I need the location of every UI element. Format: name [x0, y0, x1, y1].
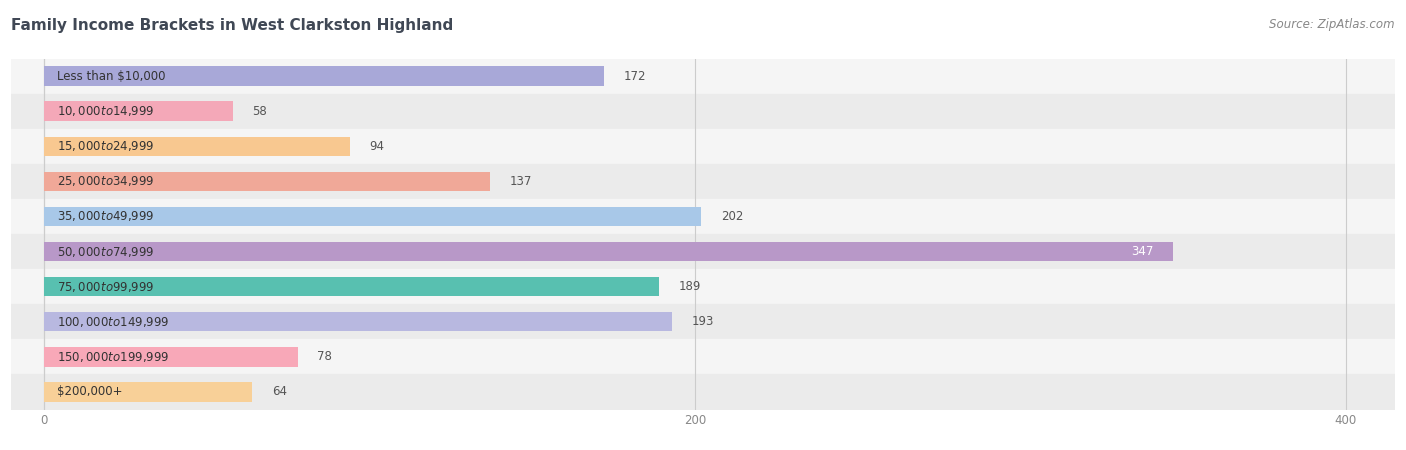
- Bar: [44, 67, 603, 86]
- Text: 58: 58: [252, 105, 267, 117]
- Text: $100,000 to $149,999: $100,000 to $149,999: [56, 315, 169, 329]
- Text: 172: 172: [623, 70, 645, 82]
- Bar: [44, 207, 702, 226]
- Bar: [11, 234, 1395, 269]
- Text: $75,000 to $99,999: $75,000 to $99,999: [56, 279, 155, 294]
- Bar: [44, 347, 298, 366]
- Bar: [11, 199, 1395, 234]
- Bar: [44, 277, 659, 296]
- Bar: [11, 304, 1395, 339]
- Bar: [11, 164, 1395, 199]
- Text: $35,000 to $49,999: $35,000 to $49,999: [56, 209, 155, 224]
- Text: 189: 189: [679, 280, 702, 293]
- Bar: [11, 129, 1395, 164]
- Text: Family Income Brackets in West Clarkston Highland: Family Income Brackets in West Clarkston…: [11, 18, 454, 33]
- Text: $10,000 to $14,999: $10,000 to $14,999: [56, 104, 155, 118]
- Bar: [44, 137, 350, 156]
- Text: 64: 64: [271, 386, 287, 398]
- Text: 94: 94: [370, 140, 384, 153]
- Bar: [44, 242, 1174, 261]
- Text: 193: 193: [692, 315, 714, 328]
- Bar: [11, 339, 1395, 374]
- Bar: [44, 172, 489, 191]
- Text: $150,000 to $199,999: $150,000 to $199,999: [56, 350, 169, 364]
- Bar: [44, 382, 252, 401]
- Bar: [11, 269, 1395, 304]
- Bar: [44, 102, 232, 121]
- Text: Source: ZipAtlas.com: Source: ZipAtlas.com: [1270, 18, 1395, 31]
- Text: $25,000 to $34,999: $25,000 to $34,999: [56, 174, 155, 189]
- Text: 347: 347: [1132, 245, 1154, 258]
- Text: 78: 78: [318, 351, 332, 363]
- Text: $15,000 to $24,999: $15,000 to $24,999: [56, 139, 155, 153]
- Text: $50,000 to $74,999: $50,000 to $74,999: [56, 244, 155, 259]
- Text: Less than $10,000: Less than $10,000: [56, 70, 166, 82]
- Bar: [11, 58, 1395, 94]
- Text: 202: 202: [721, 210, 744, 223]
- Text: 137: 137: [509, 175, 531, 188]
- Bar: [44, 312, 672, 331]
- Bar: [11, 374, 1395, 410]
- Bar: [11, 94, 1395, 129]
- Text: $200,000+: $200,000+: [56, 386, 122, 398]
